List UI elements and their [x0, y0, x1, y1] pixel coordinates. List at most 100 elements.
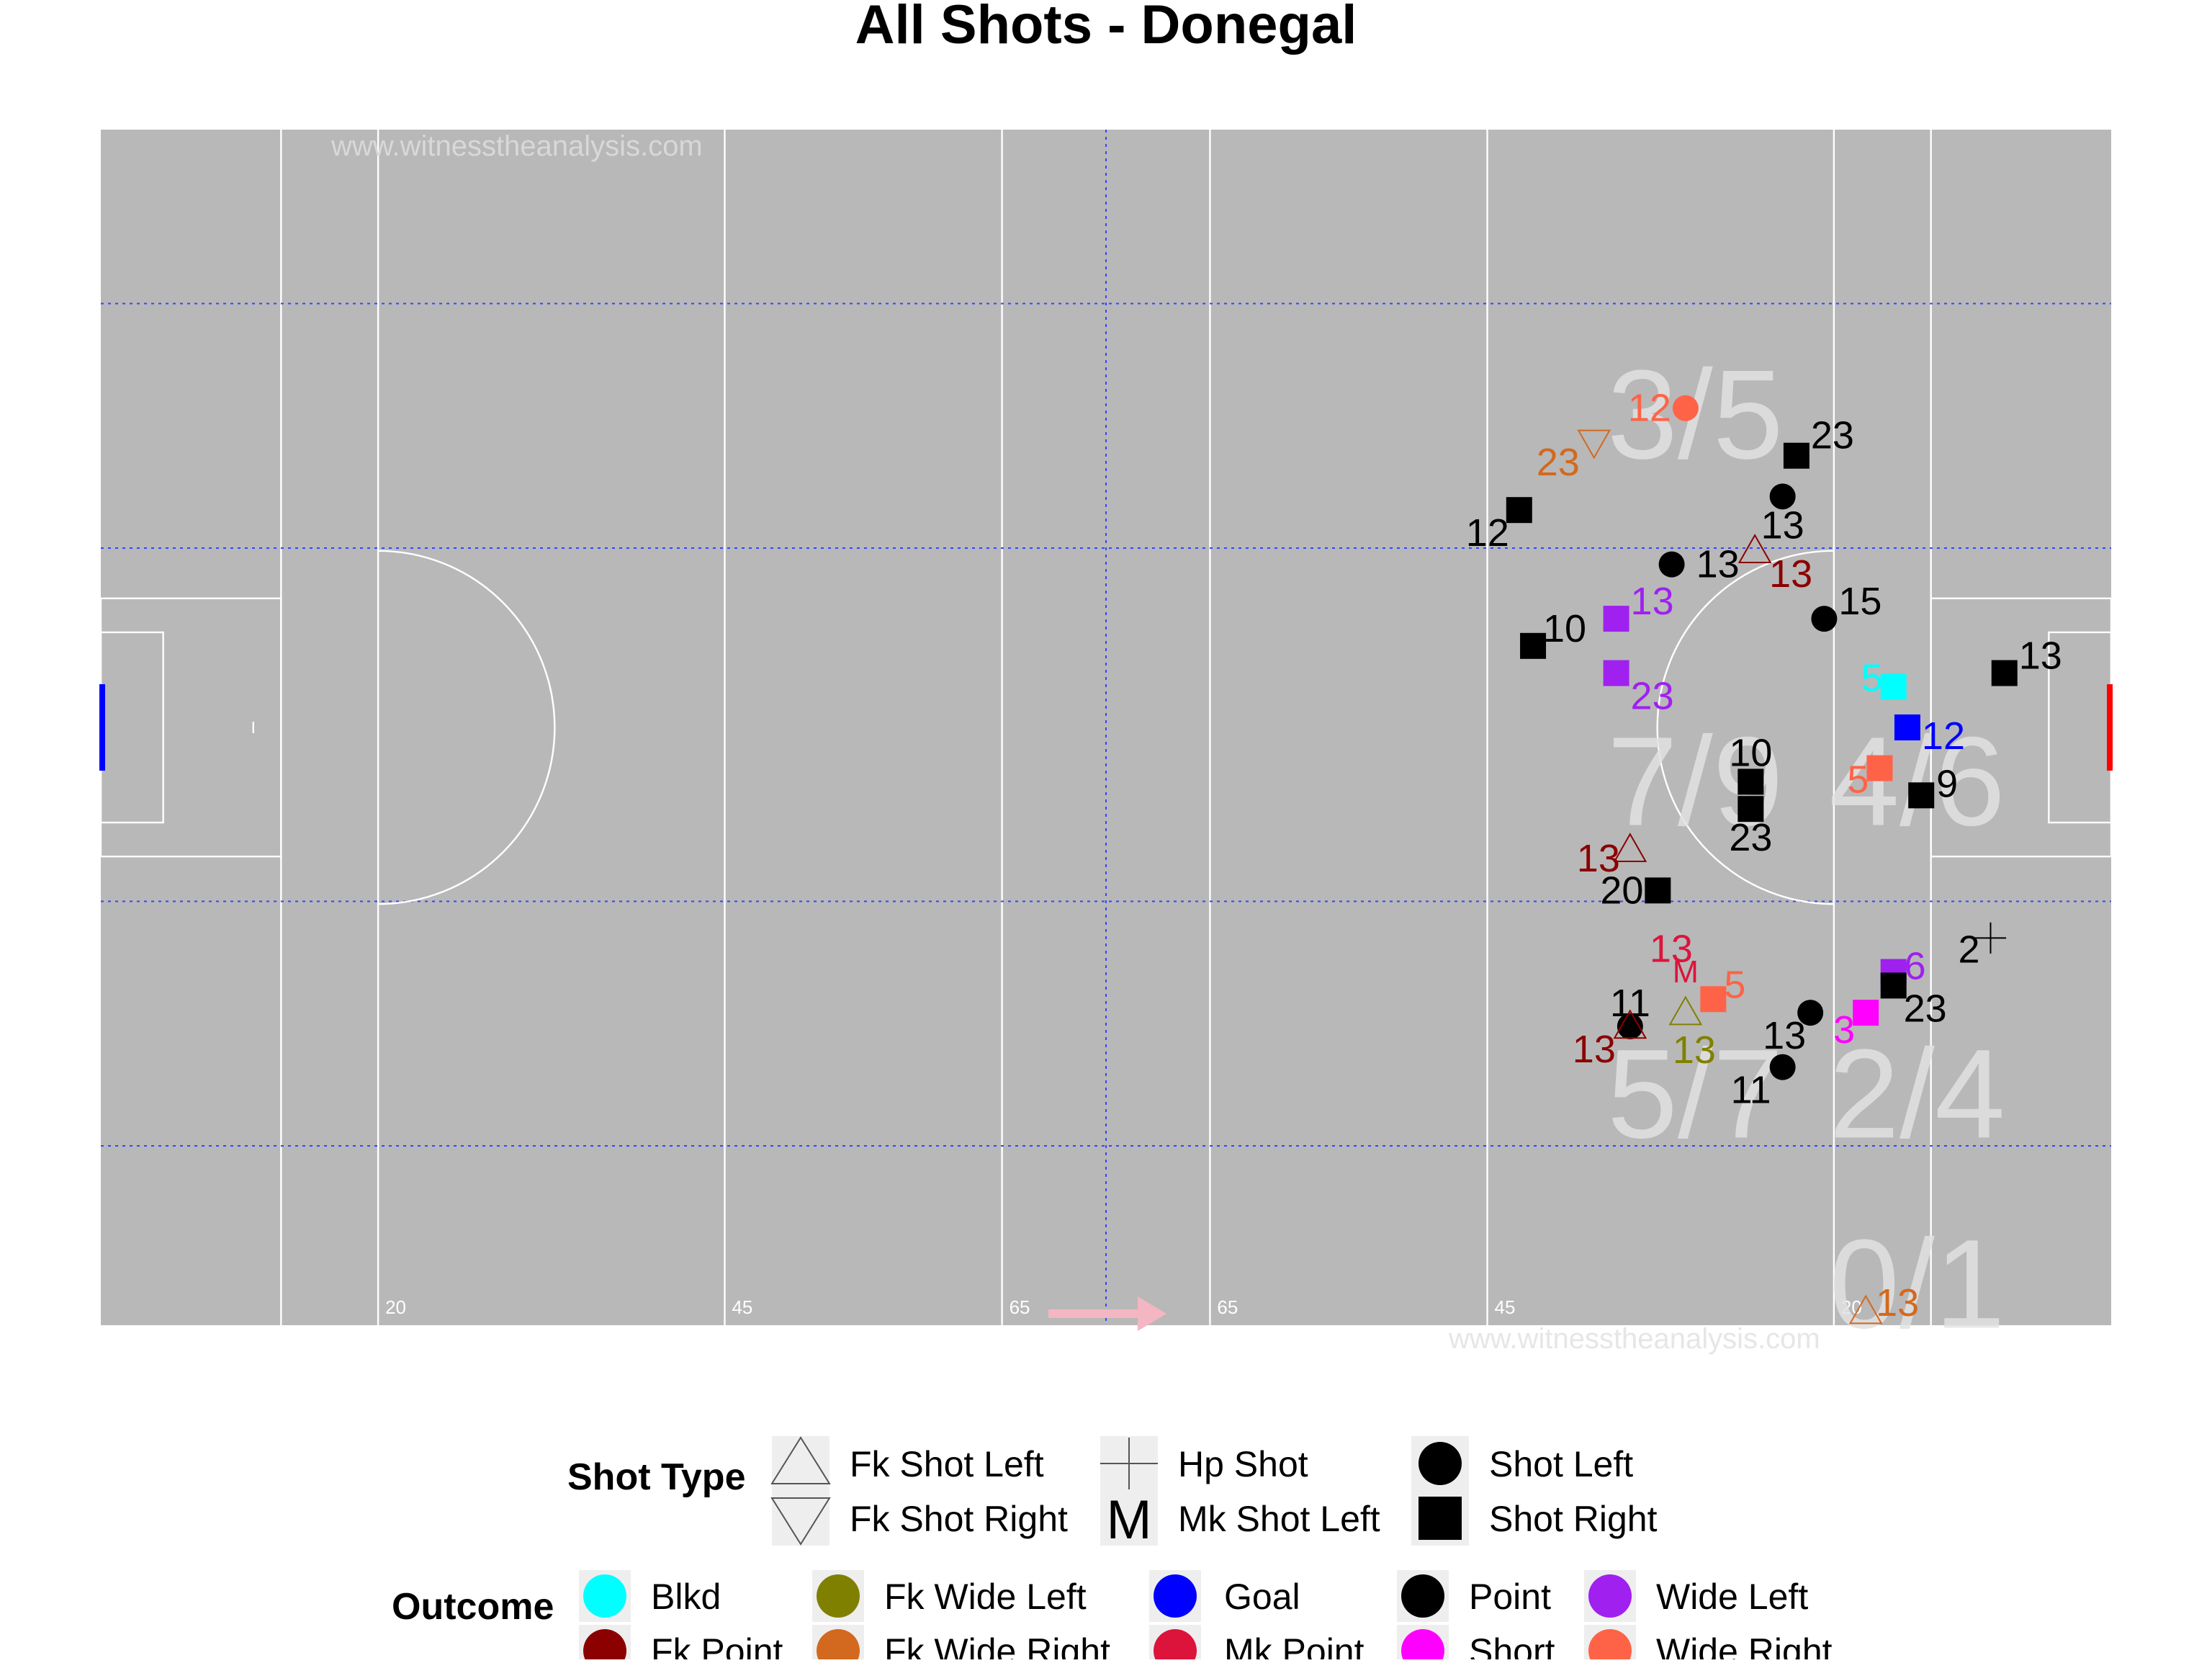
shot-player-label: 20	[1600, 869, 1643, 912]
shot-player-label: 15	[1838, 580, 1881, 623]
marker-square	[1737, 768, 1764, 795]
marker-triangle-up	[1613, 833, 1647, 862]
marker-square	[1603, 606, 1629, 632]
marker-circle	[1797, 1000, 1824, 1026]
shot-player-label: 23	[1904, 987, 1947, 1030]
shot-player-label: 5	[1847, 758, 1869, 802]
legend-key-triangle-up	[770, 1436, 831, 1484]
zone-stat: 0/1	[1829, 1214, 2005, 1355]
marker-m: M	[1673, 955, 1699, 990]
legend-outcome-label: Fk Point	[651, 1631, 783, 1659]
legend-outcome-swatch	[1588, 1629, 1632, 1663]
shot-marker	[1672, 395, 1699, 421]
shot-player-label: 10	[1543, 607, 1586, 650]
shot-player-label: 13	[1696, 543, 1740, 586]
legend-outcome-label: Fk Wide Left	[884, 1577, 1087, 1617]
shot-marker	[1880, 673, 1907, 700]
marker-square	[1737, 796, 1764, 822]
shot-player-label: 5	[1861, 656, 1883, 699]
legend-shot-type-label: Shot Left	[1489, 1444, 1633, 1484]
legend-shot-type-label: Mk Shot Left	[1178, 1499, 1380, 1539]
shot-type-legend: Shot Type Fk Shot Left Fk Shot Right Hp Sh…	[567, 1436, 1658, 1551]
shot-player-label: 3	[1833, 1008, 1855, 1052]
shot-player-label: 13	[1577, 837, 1620, 880]
shot-player-label: 23	[1631, 675, 1674, 718]
shot-marker	[1737, 534, 1772, 563]
shot-marker	[1894, 714, 1920, 740]
shot-marker: M	[1673, 955, 1699, 990]
shot-marker	[1974, 922, 2007, 954]
shot-player-label: 13	[1763, 1014, 1806, 1057]
shot-marker	[1769, 1054, 1796, 1080]
marker-square	[1880, 972, 1907, 999]
outcome-legend-title: Outcome	[392, 1586, 554, 1628]
legend-key-circle	[1419, 1442, 1462, 1485]
shot-player-label: 12	[1466, 511, 1509, 555]
marker-circle	[1672, 395, 1699, 421]
pitch-line-label: 45	[732, 1296, 752, 1318]
shot-marker	[1811, 606, 1838, 632]
legend-outcome-label: Mk Point	[1224, 1631, 1364, 1659]
pitch-line-label: 20	[385, 1296, 406, 1318]
legend-outcome-label: Blkd	[651, 1577, 721, 1617]
watermark-top: www.witnesstheanalysis.com	[331, 130, 703, 162]
legend-outcome-label: Point	[1469, 1577, 1551, 1617]
marker-triangle-up	[1737, 534, 1772, 563]
marker-square	[1866, 755, 1893, 781]
legend-outcome-swatch	[817, 1629, 860, 1663]
zone-stat: 2/4	[1829, 1023, 2005, 1165]
marker-square	[1908, 782, 1935, 809]
legend-shot-type-label: Shot Right	[1489, 1499, 1658, 1539]
shot-player-label: 11	[1610, 982, 1650, 1025]
shot-player-label: 2	[1958, 928, 1979, 971]
legend-key-square	[1419, 1497, 1462, 1540]
zone-stat: 5/7	[1607, 1023, 1784, 1165]
shot-player-label: 11	[1731, 1069, 1771, 1112]
shot-player-label: 13	[2019, 635, 2062, 678]
shot-marker	[1603, 606, 1629, 632]
shot-player-label: 5	[1724, 963, 1745, 1006]
watermark-bottom: www.witnesstheanalysis.com	[1448, 1323, 1820, 1355]
shot-marker	[1991, 660, 2018, 686]
shot-marker	[1668, 995, 1703, 1026]
shot-marker	[1880, 972, 1907, 999]
shot-player-label: 12	[1628, 387, 1671, 430]
legend-outcome-swatch	[1401, 1574, 1444, 1618]
marker-circle	[1419, 1442, 1462, 1485]
legend-outcome-swatch	[817, 1574, 860, 1618]
marker-square	[1880, 673, 1907, 700]
marker-square	[1520, 632, 1547, 659]
shot-marker	[1866, 755, 1893, 781]
shot-marker	[1908, 782, 1935, 809]
legend-outcome-swatch	[1401, 1629, 1444, 1663]
legend-outcome-label: Wide Right	[1656, 1631, 1833, 1659]
arc-left	[378, 550, 556, 905]
shot-player-label: 13	[1631, 580, 1674, 623]
shot-marker	[1797, 1000, 1824, 1026]
marker-circle	[1617, 1013, 1643, 1039]
marker-square	[1419, 1497, 1462, 1540]
marker-square	[1506, 497, 1532, 524]
shot-marker	[1613, 1009, 1647, 1039]
legend-shot-type-label: Fk Shot Right	[850, 1499, 1068, 1539]
marker-square	[1894, 714, 1920, 740]
shot-marker	[1853, 1000, 1879, 1026]
shot-player-label: 23	[1729, 816, 1772, 859]
marker-circle	[1769, 483, 1796, 510]
outcome-legend: Outcome Blkd Fk Point Fk Wide Left Fk Wide …	[392, 1570, 1833, 1663]
shot-player-label: 23	[1537, 441, 1580, 484]
legend-key-m: M	[1106, 1489, 1151, 1551]
marker-square	[1783, 442, 1809, 469]
shot-player-label: 10	[1729, 731, 1772, 774]
legend-outcome-swatch	[583, 1629, 626, 1663]
shot-marker	[1603, 660, 1629, 686]
legend-outcome-swatch	[1588, 1574, 1632, 1618]
shot-marker	[1737, 796, 1764, 822]
pitch-line-label: 65	[1010, 1296, 1030, 1318]
shot-player-label: 13	[1876, 1281, 1919, 1324]
legend-outcome-label: Wide Left	[1656, 1577, 1808, 1617]
shot-marker	[1577, 429, 1611, 460]
legend-key-bg	[1100, 1491, 1158, 1546]
shot-player-label: 13	[1673, 1028, 1716, 1072]
